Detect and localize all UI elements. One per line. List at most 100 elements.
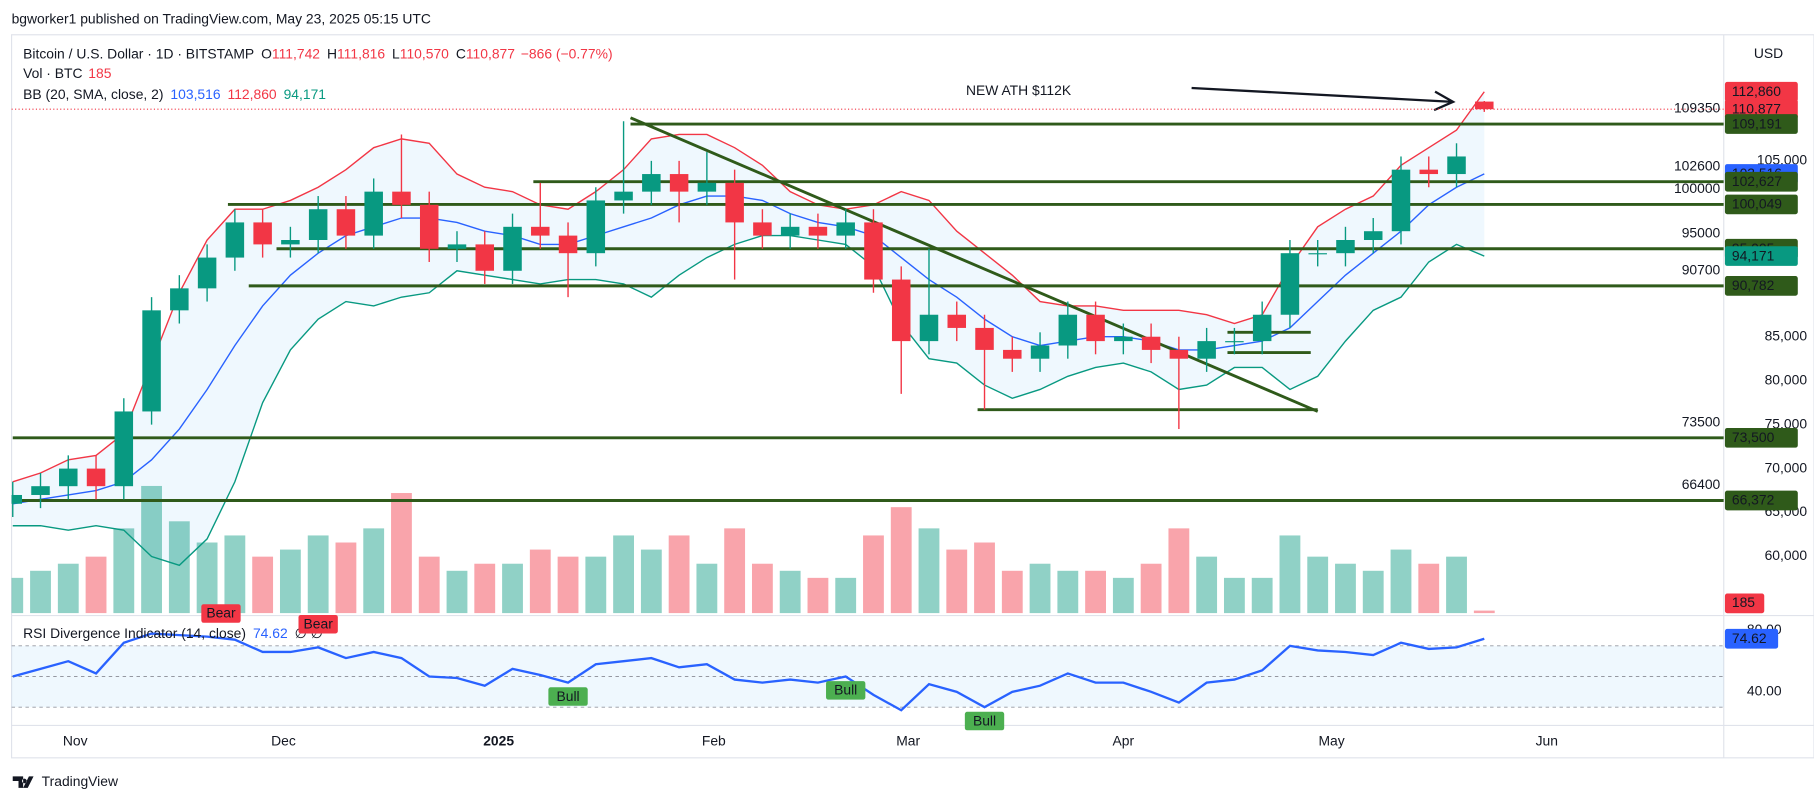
rsi-legend: RSI Divergence Indicator (14, close) 74.6… [23, 625, 323, 641]
volume-bar [1362, 570, 1384, 614]
candle-body [1169, 349, 1189, 359]
axis-tag-label: 73,500 [1732, 429, 1775, 445]
volume-bar [307, 535, 329, 614]
ohlc-value: 111,816 [337, 45, 385, 61]
axis-tag [1724, 171, 1798, 192]
volume-bar [724, 528, 746, 614]
volume-bar [168, 521, 190, 614]
signal-box [548, 687, 588, 706]
candle-body [1086, 314, 1105, 342]
volume-bar [141, 485, 162, 614]
volume-bar [224, 535, 246, 614]
volume-bar [252, 556, 274, 614]
x-tick-label: Feb [702, 732, 726, 748]
volume-name: Vol · BTC [23, 65, 82, 81]
candle-body [59, 468, 78, 487]
y-tick-label: 75,000 [1765, 415, 1808, 431]
bb-upper [12, 91, 1485, 483]
frame [10, 34, 1814, 759]
volume-bar [446, 570, 468, 614]
volume-bar [1085, 570, 1106, 614]
ohlc-value: 110,570 [400, 45, 449, 61]
volume-bar [696, 563, 718, 614]
candle-body [114, 411, 134, 487]
level-label: 100000 [1674, 180, 1721, 196]
candle-body [419, 204, 439, 249]
volume-bar [529, 549, 551, 614]
signal-label: Bear [206, 605, 236, 621]
volume-bar [557, 556, 579, 614]
ohlc-value: 110,877 [466, 45, 515, 61]
candle-body [1336, 239, 1355, 254]
axis-tag [1724, 490, 1798, 511]
volume-bar [1001, 570, 1023, 614]
signal-label: Bull [973, 712, 996, 728]
published-line: bgworker1 published on TradingView.com, … [12, 10, 431, 26]
legend-volume: Vol · BTC 185 [23, 65, 112, 81]
y-tick-label: 70,000 [1765, 459, 1808, 475]
bb-lower [12, 234, 1485, 567]
signal-box [964, 711, 1005, 731]
volume-bar [1057, 570, 1079, 614]
annotation: NEW ATH $112K [966, 82, 1072, 98]
volume-bar [196, 542, 218, 614]
volume-bar [751, 563, 773, 614]
bb-value: 94,171 [284, 86, 327, 102]
volume-bar [502, 563, 523, 614]
axis-tag-label: 102,627 [1732, 173, 1782, 189]
candle-body [308, 209, 328, 240]
candle-body [1058, 314, 1078, 346]
rsi-tag [1724, 628, 1779, 649]
bb-value: 103,516 [170, 86, 220, 102]
volume-bar [1307, 556, 1329, 614]
volume-bar [1223, 577, 1245, 614]
candle-body [1475, 101, 1494, 110]
signal-label: Bull [556, 688, 579, 704]
candle-body [11, 494, 23, 504]
signal-label: Bull [834, 682, 857, 698]
y-tick-label: 80,000 [1765, 371, 1808, 387]
legend-bb: BB (20, SMA, close, 2) 103,516 112,860 94,1… [23, 86, 326, 102]
candle-body [1447, 156, 1466, 175]
volume-bar [668, 535, 690, 614]
candle-body [1308, 253, 1327, 255]
price-pane [11, 91, 1724, 614]
axis-tag-label: 112,860 [1732, 83, 1781, 99]
signal-box [298, 614, 338, 634]
footer-brand: TradingView [42, 773, 119, 789]
volume-bar [113, 528, 135, 614]
signal-label: Bear [304, 615, 334, 631]
level-label: 95000 [1682, 224, 1721, 240]
x-tick-label: 2025 [483, 732, 514, 748]
candle-body [697, 182, 717, 192]
candle-body [1363, 231, 1383, 240]
candle-body [836, 222, 855, 236]
rsi-tick-label: 40.00 [1747, 683, 1782, 699]
volume-bar [613, 535, 634, 614]
candle-body [642, 174, 661, 192]
volume-bar [1418, 563, 1440, 614]
candle-body [225, 222, 245, 258]
candle-body [919, 314, 939, 342]
x-tick-label: Jun [1536, 732, 1558, 748]
change: −866 (−0.77%) [521, 45, 613, 61]
symbol: Bitcoin / U.S. Dollar · 1D · BITSTAMP [23, 45, 254, 61]
candle-body [197, 257, 217, 289]
candle-body [586, 200, 606, 254]
candle-body [475, 244, 495, 271]
volume-bar [363, 528, 385, 614]
candle-body [142, 310, 161, 412]
currency: USD [1754, 45, 1783, 61]
x-tick-label: Nov [63, 732, 88, 748]
rsi-line [12, 632, 1485, 712]
candle-body [503, 226, 522, 271]
axis-tag-label: 110,877 [1732, 100, 1781, 116]
bb-value: 112,860 [228, 86, 277, 102]
level-label: 109350 [1674, 100, 1721, 116]
candle-body [253, 222, 272, 245]
volume-tag-label: 185 [1732, 594, 1755, 610]
axis-tag [1724, 99, 1798, 120]
level-label: 90700 [1682, 262, 1721, 278]
